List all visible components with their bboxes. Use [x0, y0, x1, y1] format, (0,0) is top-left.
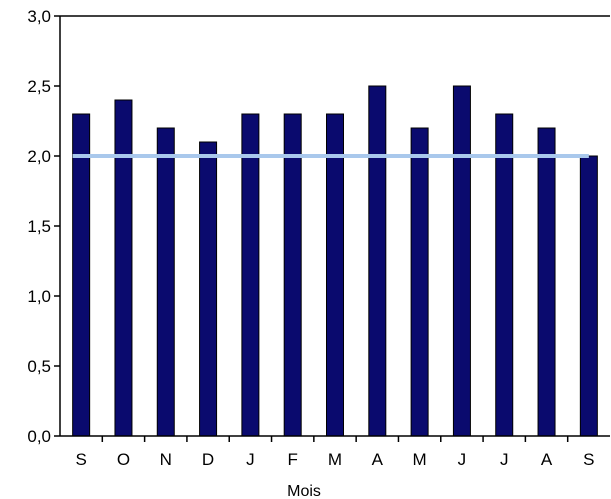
y-tick-label: 0,0	[27, 427, 51, 446]
y-tick-label: 3,0	[27, 7, 51, 26]
plot-frame-group	[59, 15, 610, 437]
x-tick-label: S	[75, 450, 86, 469]
bar	[326, 113, 344, 437]
x-tick-label: M	[328, 450, 342, 469]
bar	[368, 85, 387, 437]
x-tick-label: F	[287, 450, 297, 469]
bar	[283, 113, 302, 437]
bar	[579, 155, 598, 437]
bar	[114, 99, 133, 437]
x-tick-label: S	[583, 450, 594, 469]
bar	[72, 113, 91, 437]
bar	[537, 127, 556, 437]
bar	[199, 141, 218, 437]
x-tick-label: A	[541, 450, 553, 469]
bar	[156, 127, 175, 437]
bar	[495, 113, 514, 437]
y-tick-label: 0,5	[27, 357, 51, 376]
x-tick-label: A	[372, 450, 384, 469]
x-tick-label: M	[413, 450, 427, 469]
y-tick-label: 1,0	[27, 287, 51, 306]
y-tick-label: 2,0	[27, 147, 51, 166]
x-tick-label: N	[160, 450, 172, 469]
x-tick-label: O	[117, 450, 130, 469]
y-tick-label: 1,5	[27, 217, 51, 236]
x-tick-label: J	[246, 450, 255, 469]
x-axis-title: Mois	[287, 483, 321, 499]
y-tick-label: 2,5	[27, 77, 51, 96]
x-tick-label: J	[458, 450, 467, 469]
x-tick-label: D	[202, 450, 214, 469]
bar	[452, 85, 471, 437]
bar	[241, 113, 260, 437]
y-axis-ticks: 0,0 0,5 1,0 1,5 2,0 2,5 3,0	[27, 7, 60, 446]
x-tick-label: J	[500, 450, 509, 469]
bar	[410, 127, 429, 437]
bar-series	[72, 85, 598, 437]
